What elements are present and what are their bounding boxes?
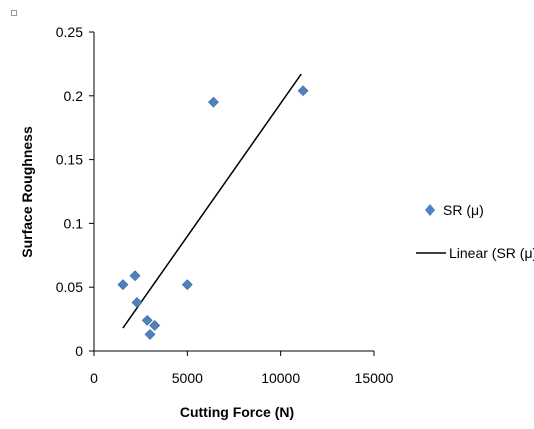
data-point bbox=[131, 297, 143, 308]
data-point bbox=[181, 279, 193, 291]
x-ticks: 0 5000 10000 15000 bbox=[90, 351, 394, 386]
legend: SR (μ) Linear (SR (μ)) bbox=[416, 202, 534, 261]
y-tick-label: 0 bbox=[75, 343, 83, 359]
legend-series-label: SR (μ) bbox=[443, 202, 484, 218]
x-tick-label: 0 bbox=[90, 370, 98, 386]
axes: 0 0.05 0.1 0.15 0.2 0.25 0 5000 10000 15000 bbox=[56, 24, 394, 386]
y-tick-label: 0.2 bbox=[64, 88, 84, 104]
corner-marker bbox=[11, 10, 17, 16]
data-points bbox=[117, 85, 309, 340]
data-point bbox=[144, 328, 156, 340]
y-tick-label: 0.1 bbox=[64, 215, 84, 231]
data-point bbox=[297, 85, 309, 97]
y-tick-label: 0.05 bbox=[56, 279, 83, 295]
data-point bbox=[141, 314, 153, 326]
x-axis-title: Cutting Force (N) bbox=[180, 404, 294, 420]
data-point bbox=[129, 270, 141, 282]
data-point bbox=[208, 96, 219, 108]
legend-trend-label: Linear (SR (μ)) bbox=[449, 245, 534, 261]
y-axis-title: Surface Roughness bbox=[19, 126, 35, 258]
y-tick-label: 0.25 bbox=[56, 24, 83, 40]
x-tick-label: 5000 bbox=[172, 370, 203, 386]
x-tick-label: 10000 bbox=[261, 370, 300, 386]
x-tick-label: 15000 bbox=[355, 370, 394, 386]
y-ticks: 0 0.05 0.1 0.15 0.2 0.25 bbox=[56, 24, 94, 359]
data-point bbox=[149, 320, 161, 331]
data-point bbox=[117, 279, 129, 291]
y-tick-label: 0.15 bbox=[56, 152, 83, 168]
legend-series-marker bbox=[425, 204, 435, 216]
linear-trendline bbox=[122, 73, 302, 329]
